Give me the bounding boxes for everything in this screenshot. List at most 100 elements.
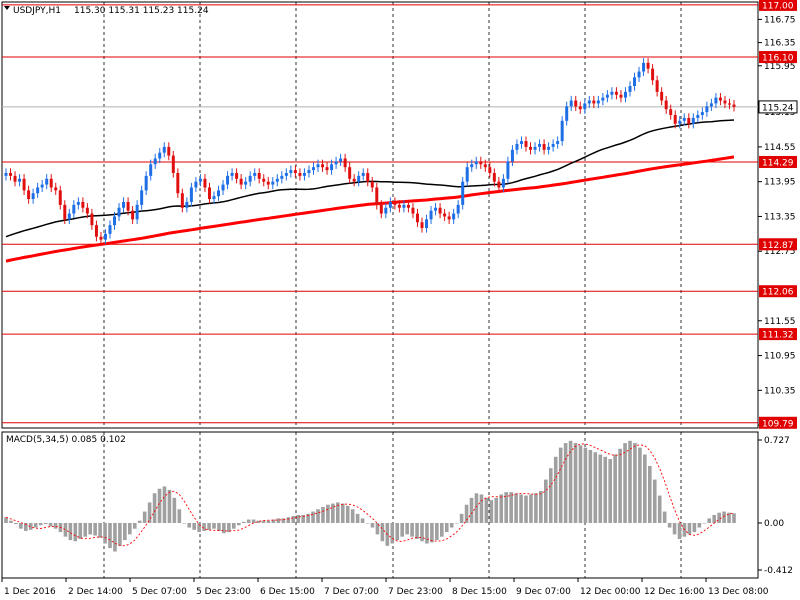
candle-body	[415, 213, 419, 223]
candle-body	[162, 146, 166, 153]
macd-bar	[177, 509, 182, 523]
macd-bar	[311, 511, 315, 523]
macd-bar	[301, 514, 305, 523]
candle-body	[321, 164, 325, 168]
macd-bar	[88, 522, 92, 535]
macd-bar	[672, 522, 677, 535]
macd-bar	[142, 511, 147, 523]
candle-body	[144, 175, 148, 191]
candle-body	[198, 178, 202, 182]
candle-body	[271, 181, 275, 185]
macd-bar	[395, 522, 400, 541]
macd-bar	[667, 522, 672, 528]
macd-bar	[425, 522, 429, 544]
x-tick-label: 7 Dec 07:00	[324, 587, 379, 597]
candle-body	[167, 146, 171, 156]
candle-body	[425, 219, 429, 229]
candle-body	[325, 167, 329, 171]
macd-bar	[722, 511, 726, 523]
macd-bar	[588, 449, 593, 523]
macd-bar	[415, 522, 419, 539]
level-price-tag	[759, 238, 797, 251]
macd-bar	[558, 447, 563, 523]
chevron-down-icon[interactable]	[4, 6, 10, 10]
candle-body	[72, 204, 76, 214]
macd-bar	[469, 497, 474, 523]
macd-bar	[608, 459, 612, 523]
candle-body	[623, 91, 627, 98]
candle-body	[379, 204, 383, 214]
macd-bar	[345, 505, 350, 523]
candle-body	[479, 161, 483, 165]
candle-body	[605, 94, 609, 98]
candle-body	[397, 204, 401, 208]
candle-body	[574, 100, 578, 107]
macd-bar	[548, 468, 553, 523]
candle-body	[180, 193, 184, 208]
macd-bar	[375, 522, 380, 535]
macd-bar	[583, 447, 588, 523]
candle-body	[226, 175, 230, 185]
candle-body	[583, 103, 587, 110]
macd-bar	[529, 494, 533, 523]
candle-body	[529, 146, 533, 150]
macd-bar	[276, 518, 281, 523]
candle-body	[126, 201, 130, 211]
candle-body	[646, 62, 650, 69]
level-price-label: 112.06	[762, 288, 794, 298]
candle-body	[103, 233, 107, 240]
candle-body	[452, 213, 456, 220]
candle-body	[732, 104, 736, 107]
macd-bar	[83, 522, 88, 537]
candle-body	[601, 97, 605, 101]
candle-body	[85, 207, 89, 214]
candle-body	[40, 184, 44, 188]
macd-bar	[222, 522, 226, 534]
candle-body	[515, 144, 519, 150]
candle-body	[678, 120, 682, 124]
candle-body	[470, 164, 474, 168]
candle-body	[221, 184, 225, 191]
candle-body	[302, 172, 306, 176]
x-tick-label: 5 Dec 23:00	[196, 587, 251, 597]
candle-body	[117, 207, 121, 217]
candle-body	[560, 120, 564, 142]
macd-bar	[440, 522, 444, 537]
candle-body	[266, 181, 270, 185]
macd-bar	[484, 497, 489, 523]
macd-bar	[568, 440, 573, 523]
candle-body	[63, 204, 67, 220]
current-price-tag	[758, 100, 798, 114]
candle-body	[474, 161, 478, 165]
macd-bar	[93, 522, 97, 536]
candle-body	[94, 225, 98, 237]
candle-body	[488, 167, 492, 173]
macd-bar	[132, 522, 137, 529]
candle-body	[140, 190, 144, 205]
candle-body	[235, 172, 239, 179]
macd-bar	[648, 465, 652, 523]
candle-body	[519, 141, 523, 144]
candle-body	[76, 201, 80, 205]
macd-bar	[652, 479, 657, 523]
candle-body	[592, 100, 596, 104]
candle-body	[230, 172, 234, 176]
macd-bar	[162, 486, 167, 523]
macd-bar	[33, 522, 38, 528]
macd-bar	[98, 522, 102, 538]
candle-body	[239, 178, 243, 185]
macd-bar	[331, 503, 335, 523]
macd-signal-line	[5, 443, 735, 547]
candle-body	[13, 175, 17, 182]
candle-body	[687, 117, 691, 124]
candle-body	[723, 100, 727, 104]
candle-body	[54, 187, 58, 191]
y-tick-label: 112.75	[764, 247, 796, 257]
candle-body	[411, 207, 415, 214]
macd-bar	[633, 443, 637, 523]
candle-body	[556, 141, 560, 144]
candle-body	[81, 201, 85, 208]
candle-body	[429, 210, 433, 220]
candle-body	[497, 181, 501, 188]
